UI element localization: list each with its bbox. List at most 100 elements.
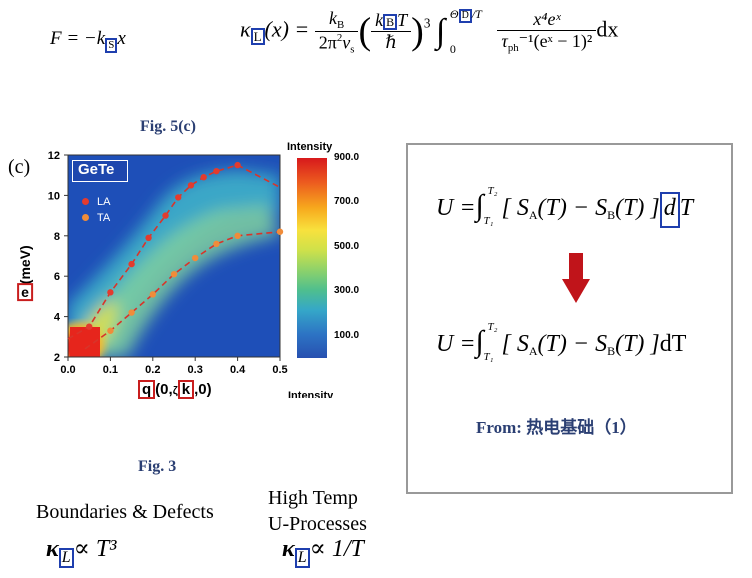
formula-kappa-frac3: x⁴eˣ τph⁻¹(eˣ − 1)² — [497, 9, 597, 54]
y-tick-label: 4 — [54, 312, 61, 324]
x-axis-label-mid: (0, — [155, 381, 173, 398]
frac3-den-sub: ph — [507, 41, 519, 54]
source-note: From: 热电基础（1） — [476, 418, 637, 437]
integral-lower: 0 — [449, 41, 456, 56]
formula-bottom-end: (T) ] — [615, 331, 660, 357]
legend-la-label: LA — [97, 196, 111, 208]
data-point-ta — [107, 327, 114, 334]
data-point-la — [234, 161, 241, 169]
data-point-ta — [170, 270, 178, 278]
data-point-la — [128, 260, 135, 268]
regime-high-kappa: κ — [282, 536, 295, 562]
x-axis-label-k: k — [181, 381, 191, 398]
down-arrow-icon — [562, 253, 590, 303]
data-point-ta — [149, 291, 156, 298]
plot-title-box — [72, 160, 128, 182]
data-point-la — [213, 167, 220, 175]
colorbar-title: Intensity — [287, 141, 333, 153]
integral-upper-theta: Θ — [449, 6, 459, 21]
formula-top-sb-sub: B — [607, 208, 616, 222]
data-point-la — [86, 323, 93, 330]
legend-ta-label: TA — [97, 212, 111, 224]
integral-upper: Θ D/T — [450, 7, 482, 23]
integral-upper-sub-box: D — [458, 8, 472, 23]
x-axis-label-k-box: k — [177, 380, 195, 399]
data-point-la — [175, 194, 182, 201]
regime-low-rel: ∝ T³ — [73, 536, 117, 562]
regime-low-formula: κ L ∝ T³ — [46, 534, 116, 568]
series-line-ta — [84, 231, 281, 350]
frac1-den-tail: v — [342, 32, 351, 53]
y-tick-label: 8 — [54, 231, 60, 243]
x-tick-label: 0.0 — [60, 364, 75, 376]
colorbar-tick-label: 100.0 — [334, 329, 360, 341]
panel-label: (c) — [8, 156, 31, 178]
series-line-la — [67, 164, 281, 340]
down-arrow — [562, 253, 590, 308]
data-point-la — [187, 182, 195, 189]
formula-kappa-subscript-box: L — [250, 27, 265, 45]
formula-bottom: U = ∫ T₂ T₁ [ SA(T) − SB(T) ]dT — [436, 321, 687, 363]
formula-kappa-integral: ∫ Θ D/T 0 — [436, 7, 482, 56]
frac1-num-sub: B — [337, 18, 345, 31]
formula-top-mid: (T) − S — [537, 195, 608, 221]
formula-bottom-mid: (T) − S — [537, 331, 608, 357]
regime-high-formula: κ L ∝ 1/T — [282, 534, 364, 568]
colorbar-tick-label: 700.0 — [334, 196, 360, 208]
x-tick-label: 0.2 — [145, 364, 160, 376]
y-axis-label: e(meV) — [16, 245, 34, 302]
frac2-num-sub: B — [386, 15, 395, 30]
formula-kappa-symbol: κ — [240, 16, 251, 42]
plot-frame — [67, 154, 281, 358]
formula-bottom-integral: ∫ T₂ T₁ — [476, 321, 502, 363]
formula-top-upper: T₂ — [487, 185, 498, 197]
regime-low-label: Boundaries & Defects — [36, 501, 214, 523]
frac2-den: ℏ — [385, 32, 397, 53]
frac1-den: 2π — [318, 32, 337, 53]
colorbar-tick-label: 900.0 — [334, 152, 360, 163]
data-point-la — [145, 234, 152, 242]
formula-top-end: (T) ] — [615, 195, 660, 221]
heatmap-svg — [68, 155, 280, 357]
formula-top-int-sign: ∫ — [475, 189, 484, 222]
integral-upper-sub: D — [461, 9, 469, 21]
regime-high-rel: ∝ 1/T — [309, 536, 364, 562]
formula-top-body: [ S — [501, 195, 529, 221]
formula-bottom-body: [ S — [501, 331, 529, 357]
y-axis-label-boxed: e — [17, 283, 33, 302]
legend-ta-marker — [82, 214, 89, 221]
formula-bottom-dT: dT — [659, 331, 687, 357]
colorbar-ticks: 900.0 700.0 500.0 300.0 100.0 — [334, 152, 384, 358]
data-point-la — [200, 174, 207, 181]
frac3-den-tail: ⁻¹(eˣ − 1)² — [518, 31, 593, 52]
x-tick-label: 0.4 — [230, 364, 246, 376]
data-point-ta — [192, 254, 199, 262]
formula-top-sa-sub: A — [528, 208, 538, 222]
y-axis-ticks: 12 10 8 6 4 2 — [48, 150, 68, 364]
y-tick-label: 2 — [54, 352, 60, 364]
x-tick-label: 0.3 — [188, 364, 203, 376]
data-point-ta — [213, 240, 220, 248]
data-point-ta — [276, 228, 284, 235]
fig5c-caption: Fig. 5(c) — [140, 118, 196, 135]
colorbar-tick-label: 500.0 — [334, 240, 360, 252]
plot-title: GeTe — [78, 161, 115, 178]
legend-la: LA — [82, 196, 110, 212]
formula-top-t: T — [679, 195, 694, 221]
formula-kappa-subscript: L — [253, 28, 262, 44]
legend-ta: TA — [82, 212, 110, 228]
formula-force-rhs: x — [117, 28, 126, 49]
formula-kappa-frac1: kB 2π2vs — [314, 8, 359, 55]
regime-low-sub-box: L — [58, 548, 74, 568]
x-axis-label-q-box: q — [138, 380, 156, 399]
formula-top-lower: T₁ — [483, 215, 494, 227]
colorbar-tick-label: 300.0 — [334, 285, 360, 297]
regime-low-kappa: κ — [46, 536, 59, 562]
frac1-den-sup: 2 — [336, 31, 343, 44]
formula-top: U = ∫ T₂ T₁ [ SA(T) − SB(T) ] d T — [436, 185, 694, 228]
y-axis-label-rest: (meV) — [17, 245, 33, 285]
formula-force-lhs: F = −k — [50, 28, 106, 49]
